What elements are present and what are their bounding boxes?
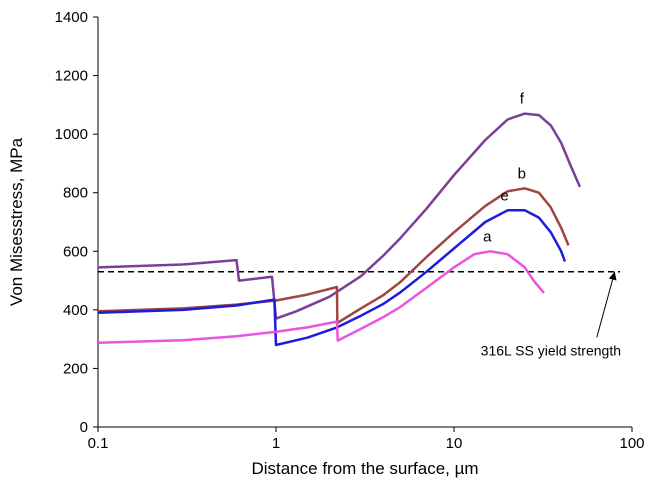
y-tick-label: 400 — [63, 302, 88, 319]
ticks: 0 200 400 600 800 1000 1200 1400 0.1 1 10 100 — [55, 9, 645, 452]
annotation: 316L SS yield strength — [481, 271, 621, 358]
axes — [97, 17, 632, 428]
annotation-text: 316L SS yield strength — [481, 342, 621, 358]
series-line-a — [97, 250, 545, 344]
series-line-e — [97, 209, 567, 347]
series-label-f: f — [520, 91, 525, 108]
y-tick-label: 600 — [63, 243, 88, 260]
y-tick-label: 800 — [63, 185, 88, 202]
series-labels: f be a — [483, 91, 526, 246]
x-tick-label: 1 — [272, 435, 280, 452]
x-axis-title: Distance from the surface, µm — [251, 459, 478, 478]
y-tick-label: 1400 — [55, 9, 88, 26]
x-tick-label: 0.1 — [88, 435, 109, 452]
y-tick-label: 1200 — [55, 68, 88, 85]
x-tick-label: 100 — [619, 435, 644, 452]
annotation-arrowhead — [608, 271, 617, 281]
series-label-e: e — [500, 187, 508, 204]
series-lines — [97, 112, 582, 347]
series-line-f — [97, 112, 582, 320]
series-label-b: b — [518, 165, 526, 182]
annotation-arrow-line — [596, 271, 616, 338]
y-tick-label: 0 — [80, 419, 88, 436]
y-tick-label: 200 — [63, 360, 88, 377]
series-label-a: a — [483, 228, 492, 245]
series-line-b — [97, 187, 570, 325]
y-axis-title: Von Misesstress, MPa — [7, 137, 26, 306]
y-tick-label: 1000 — [55, 126, 88, 143]
x-tick-label: 10 — [446, 435, 463, 452]
